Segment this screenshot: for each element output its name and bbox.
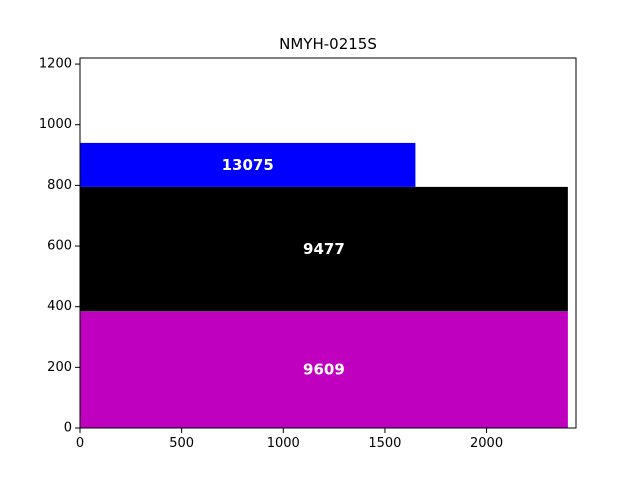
y-tick-label-3: 600 [47,239,72,254]
chart-title: NMYH-0215S [279,35,377,53]
bar-2 [80,142,416,187]
x-tick-label-2: 1000 [267,436,300,451]
bar-label-1: 9477 [303,240,345,258]
y-tick-label-1: 200 [47,360,72,375]
y-tick-label-6: 1200 [39,57,72,72]
bar-1 [80,186,568,312]
x-tick-label-0: 0 [76,436,84,451]
y-tick-label-5: 1000 [39,117,72,132]
bar-label-2: 13075 [222,156,274,174]
y-tick-label-4: 800 [47,178,72,193]
x-axis: 0 500 1000 1500 2000 [76,428,503,451]
y-axis: 0 200 400 600 800 1000 1200 [39,57,80,436]
plot-area: 9609 9477 13075 [80,142,568,428]
x-tick-label-4: 2000 [470,436,503,451]
x-tick-label-1: 500 [169,436,194,451]
y-tick-label-0: 0 [64,421,72,436]
y-tick-label-2: 400 [47,299,72,314]
x-tick-label-3: 1500 [368,436,401,451]
plot-frame [79,57,577,429]
bar-label-0: 9609 [303,361,345,379]
bar-0 [80,311,568,428]
